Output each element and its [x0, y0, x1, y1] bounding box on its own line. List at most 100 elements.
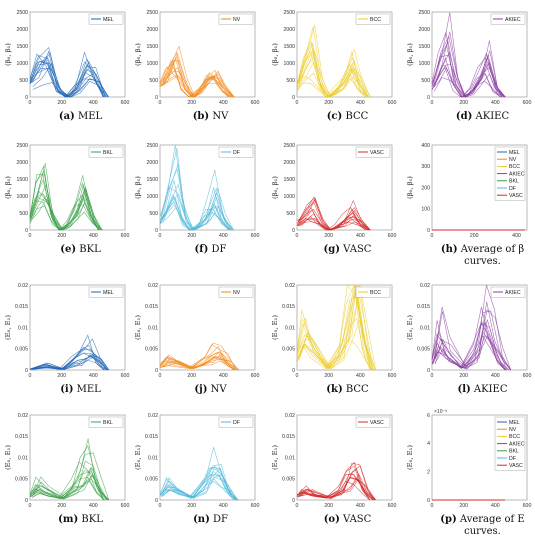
panel-caption-text: DF	[210, 514, 228, 525]
y-tick-label: 2500	[16, 10, 28, 16]
y-tick-label: 1500	[283, 177, 295, 183]
panel-letter: (g)	[324, 244, 340, 255]
y-tick-label: 0.015	[145, 434, 158, 440]
panel-letter: (b)	[193, 111, 209, 122]
plot-frame	[296, 11, 393, 98]
y-tick-label: 0.015	[15, 304, 28, 310]
y-tick-label: 1500	[283, 44, 295, 50]
y-tick-label: 0.02	[285, 413, 295, 419]
curve-akiec	[433, 31, 506, 98]
curve-akiec	[434, 50, 506, 98]
x-tick-label: 600	[523, 503, 532, 509]
y-tick-label: 0.005	[145, 477, 158, 483]
curve-df	[159, 473, 236, 501]
panel-p: 0 2 4 6 0 200 400 600 ×10⁻³ (E₀, E₁) MELNVBCCAKIEC…	[406, 409, 531, 537]
curve-df	[159, 180, 230, 231]
x-tick-label: 600	[251, 373, 260, 379]
panel-caption: (c) BCC	[327, 111, 369, 122]
x-tick-label: 0	[431, 100, 434, 106]
y-tick-label: 1000	[16, 61, 28, 67]
plot-frame	[296, 414, 393, 501]
legend-box	[355, 13, 391, 25]
x-tick-label: 200	[324, 233, 333, 239]
panel-caption: (b) NV	[193, 111, 229, 122]
curve-akiec	[433, 73, 506, 98]
legend-label: VASC	[370, 150, 384, 156]
x-tick-label: 400	[89, 503, 98, 509]
legend-label: AKIEC	[509, 441, 525, 447]
curve-akiec	[431, 63, 503, 98]
x-tick-label: 200	[57, 233, 66, 239]
plot-frame	[296, 144, 393, 231]
y-tick-label: 2000	[16, 160, 28, 166]
y-tick-label: 1500	[16, 177, 28, 183]
plot-frame	[159, 11, 256, 98]
panel-letter: (d)	[456, 111, 472, 122]
curve-nv	[162, 71, 235, 98]
panel-caption: (n) DF	[193, 514, 228, 525]
legend-box	[88, 286, 124, 298]
x-tick-label: 400	[356, 100, 365, 106]
panel-letter: (n)	[193, 514, 210, 525]
panel-caption: (i) MEL	[60, 384, 101, 395]
panel-caption-text: MEL	[73, 384, 101, 395]
y-tick-label: 2500	[146, 143, 158, 149]
panel-caption: (m) BKL	[58, 514, 103, 525]
curve-akiec	[431, 322, 506, 371]
curve-akiec	[431, 322, 506, 371]
curve-bkl	[30, 478, 108, 501]
legend-box	[355, 416, 391, 428]
x-tick-label: 400	[89, 100, 98, 106]
panel-caption: (j) NV	[194, 384, 227, 395]
x-tick-label: 0	[29, 503, 32, 509]
y-tick-label: 0.02	[285, 283, 295, 289]
y-tick-label: 500	[149, 78, 158, 84]
y-tick-label: 0.005	[145, 347, 158, 353]
y-tick-label: 0.015	[282, 304, 295, 310]
curve-bcc	[297, 300, 374, 371]
panel-letter: (m)	[58, 514, 78, 525]
curve-akiec	[431, 66, 501, 98]
x-tick-label: 0	[431, 373, 434, 379]
panel-o: 0 0.005 0.01 0.015 0.02 0 200 400 600 (E₀, E₁) VAS…	[271, 413, 396, 525]
panel-g: 0 500 1000 1500 2000 2500 0 200 400 600 (β₀, β₁) VA…	[271, 143, 396, 255]
x-tick-label: 200	[57, 100, 66, 106]
x-tick-label: 200	[57, 503, 66, 509]
y-tick-label: 2000	[146, 160, 158, 166]
curve-bcc	[296, 42, 368, 98]
plot-frame	[296, 284, 393, 371]
y-tick-label: 0.015	[15, 434, 28, 440]
x-tick-label: 400	[89, 233, 98, 239]
legend-label: NV	[509, 427, 517, 433]
y-tick-label: 0.015	[417, 304, 430, 310]
x-tick-label: 600	[251, 503, 260, 509]
curve-bcc	[296, 284, 373, 371]
panel-caption-text: BCC	[342, 111, 368, 122]
x-tick-label: 200	[187, 503, 196, 509]
legend-label: DF	[233, 150, 240, 156]
panel-caption: (g) VASC	[324, 244, 372, 255]
panel-caption-line: curves.	[464, 256, 501, 267]
legend-box	[218, 146, 254, 158]
y-tick-label: 0.02	[420, 283, 430, 289]
curve-df	[160, 186, 233, 231]
y-tick-label: 0	[25, 228, 28, 234]
curve-mel	[29, 59, 104, 98]
legend-box	[218, 286, 254, 298]
plot-frame	[159, 414, 256, 501]
panel-caption-text: AKIEC	[472, 111, 509, 122]
y-tick-label: 0	[25, 368, 28, 374]
curve-df	[162, 476, 239, 501]
plot-frame	[29, 284, 126, 371]
panel-caption-line: Average of E	[457, 514, 525, 525]
curve-nv	[161, 52, 234, 98]
x-tick-label: 0	[159, 373, 162, 379]
panel-l: 0 0.005 0.01 0.015 0.02 0 200 400 600 (E₀, E₁) AKI…	[406, 283, 531, 395]
legend-label: BKL	[103, 150, 113, 156]
panel-caption-text: BCC	[343, 384, 369, 395]
y-tick-label: 100	[421, 207, 430, 213]
y-tick-label: 0	[427, 228, 430, 234]
panel-letter: (p)	[440, 514, 456, 525]
panel-caption-text: BKL	[76, 244, 101, 255]
